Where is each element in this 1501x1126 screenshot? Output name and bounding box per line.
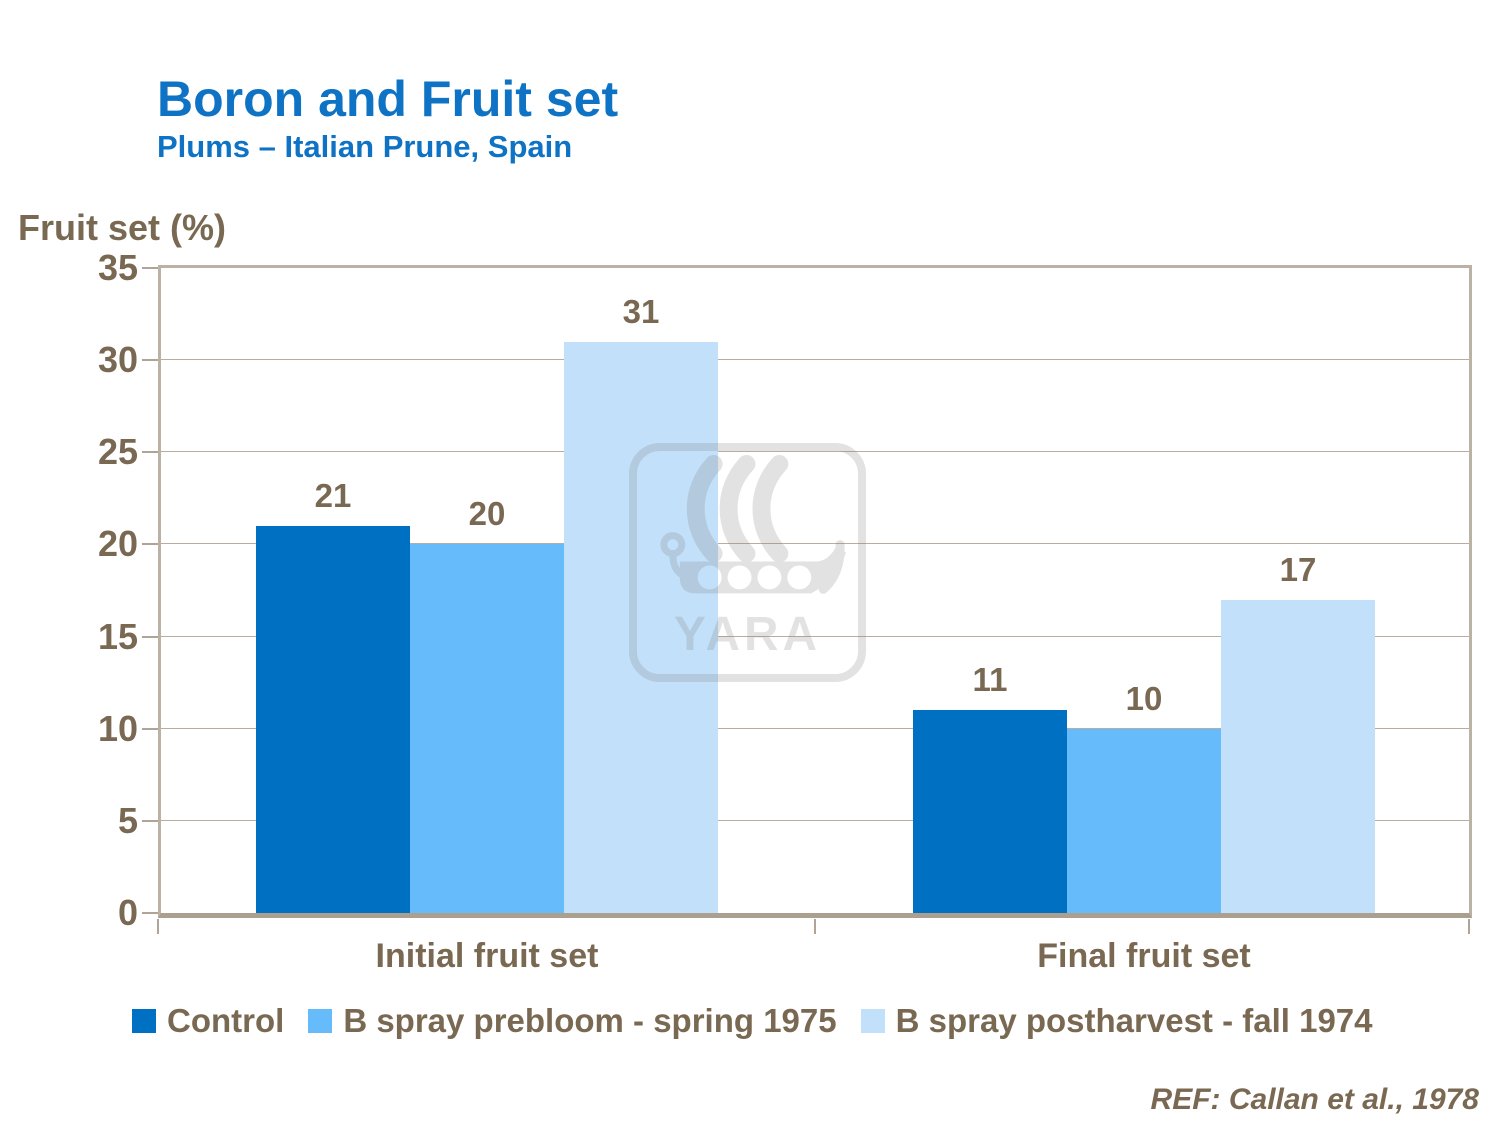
y-axis-tick-mark-5 <box>142 819 158 822</box>
legend-label-control: Control <box>167 1002 285 1039</box>
legend-item-postharvest: B spray postharvest - fall 1974 <box>860 1002 1373 1039</box>
y-axis-tick-mark-25 <box>142 451 158 454</box>
legend-swatch-prebloom <box>308 1008 333 1033</box>
bar-control-final-fruit-set <box>913 710 1067 913</box>
plot-area <box>158 265 1472 918</box>
y-axis-tick-label-15: 15 <box>97 615 138 657</box>
y-axis-tick-label-35: 35 <box>97 247 138 288</box>
x-axis-tick-mark-0 <box>157 919 159 934</box>
y-axis-tick-label-25: 25 <box>97 431 138 473</box>
gridline-30 <box>161 359 1469 361</box>
y-axis-tick-label-0: 0 <box>117 892 138 933</box>
legend-swatch-control <box>132 1008 156 1033</box>
bar-value-label-b-spray-prebloom-spring-1975-initial-fruit-set: 20 <box>468 495 506 532</box>
bar-b-spray-postharvest-fall-1974-final-fruit-set <box>1221 600 1375 913</box>
bar-value-label-control-final-fruit-set: 11 <box>972 661 1008 698</box>
chart-title: Boron and Fruit set <box>157 71 619 127</box>
y-axis-tick-mark-20 <box>142 543 158 546</box>
bar-value-label-b-spray-prebloom-spring-1975-final-fruit-set: 10 <box>1125 680 1163 717</box>
bar-b-spray-postharvest-fall-1974-initial-fruit-set <box>564 342 718 913</box>
y-axis-tick-mark-35 <box>142 267 158 269</box>
legend-swatch-postharvest <box>860 1008 885 1033</box>
reference-citation: REF: Callan et al., 1978 <box>1150 1083 1479 1116</box>
x-axis-category-label-initial-fruit-set: Initial fruit set <box>375 937 599 975</box>
y-axis-tick-mark-30 <box>142 359 158 362</box>
gridline-15 <box>161 635 1469 637</box>
y-axis-tick-mark-15 <box>142 635 158 638</box>
legend-label-postharvest: B spray postharvest - fall 1974 <box>895 1002 1373 1039</box>
y-axis-tick-label-20: 20 <box>97 523 138 565</box>
bar-value-label-control-initial-fruit-set: 21 <box>314 477 352 514</box>
bar-value-label-b-spray-postharvest-fall-1974-initial-fruit-set: 31 <box>622 293 660 330</box>
gridline-5 <box>161 819 1469 821</box>
y-axis-tick-label-30: 30 <box>97 339 138 381</box>
y-axis-tick-label-5: 5 <box>117 799 138 841</box>
bar-b-spray-prebloom-spring-1975-final-fruit-set <box>1067 729 1221 913</box>
y-axis-tick-label-10: 10 <box>97 707 138 749</box>
legend: Control B spray prebloom - spring 1975 B… <box>132 1004 1501 1037</box>
gridline-10 <box>161 727 1469 729</box>
y-axis-tick-mark-10 <box>142 727 158 730</box>
bar-value-label-b-spray-postharvest-fall-1974-final-fruit-set: 17 <box>1279 551 1317 588</box>
x-axis-tick-mark-1 <box>814 919 816 934</box>
y-axis-tick-mark-0 <box>142 912 158 914</box>
bar-control-initial-fruit-set <box>256 526 410 913</box>
gridline-25 <box>161 451 1469 453</box>
chart-subtitle: Plums – Italian Prune, Spain <box>157 129 573 164</box>
bar-b-spray-prebloom-spring-1975-initial-fruit-set <box>410 544 564 913</box>
legend-item-control: Control <box>132 1004 284 1037</box>
x-axis-category-label-final-fruit-set: Final fruit set <box>1037 937 1251 975</box>
gridline-20 <box>161 543 1469 545</box>
x-axis-tick-mark-2 <box>1468 919 1470 934</box>
y-axis-title: Fruit set (%) <box>18 207 227 248</box>
legend-item-prebloom: B spray prebloom - spring 1975 <box>308 1002 837 1039</box>
legend-label-prebloom: B spray prebloom - spring 1975 <box>343 1002 837 1039</box>
